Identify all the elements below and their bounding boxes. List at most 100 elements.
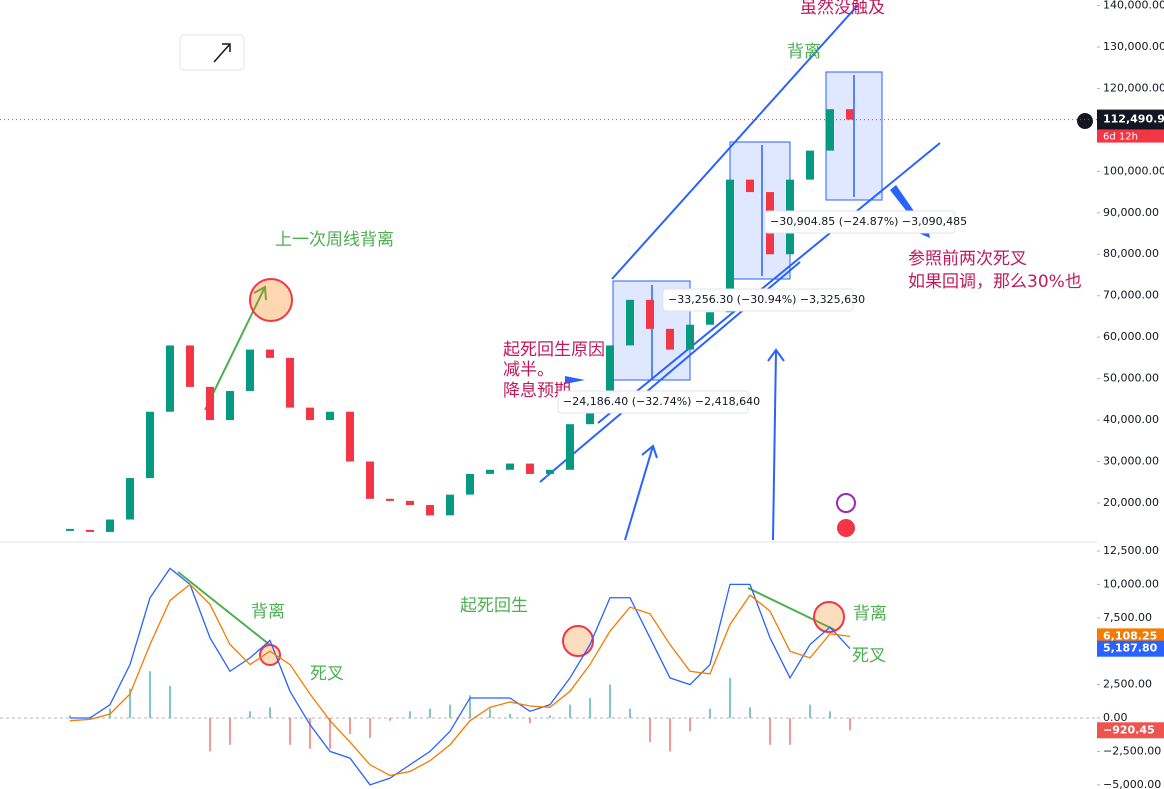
- histogram-bar: [409, 711, 411, 719]
- arrow: [624, 445, 654, 541]
- histogram-bar: [689, 718, 691, 732]
- countdown-label: 6d 12h: [1103, 132, 1138, 143]
- annotation: 死叉: [852, 646, 886, 666]
- candle: [66, 528, 74, 531]
- candle: [106, 519, 114, 532]
- annotation: 减半。: [503, 360, 554, 380]
- macd-line: [69, 583, 851, 777]
- candle: [366, 461, 374, 499]
- candle: [406, 500, 414, 506]
- histogram-bar: [649, 718, 651, 743]
- measure-label: −24,186.40 (−32.74%) −2,418,640: [563, 395, 760, 408]
- measure-label: −30,904.85 (−24.87%) −3,090,485: [770, 215, 967, 228]
- candle: [706, 312, 714, 325]
- measure-box: [557, 390, 749, 414]
- histogram-bar: [589, 697, 591, 719]
- candle: [526, 463, 534, 474]
- candle: [546, 469, 554, 474]
- arrow: [204, 286, 266, 411]
- y-tick-label: 130,000.00: [1103, 40, 1164, 53]
- histogram-bar: [229, 718, 231, 745]
- histogram-bar: [289, 718, 291, 745]
- candle: [486, 469, 494, 474]
- channel-line: [597, 142, 941, 424]
- candle: [126, 478, 134, 520]
- annotation: 上一次周线背离: [275, 230, 394, 250]
- candle: [746, 179, 754, 193]
- histogram-bar: [349, 718, 351, 735]
- annotation: 虽然没触及: [800, 0, 885, 18]
- drawings: [0, 4, 1097, 666]
- histogram-bar: [849, 718, 851, 731]
- candle: [726, 179, 734, 313]
- annotation: 降息预期: [503, 381, 571, 401]
- annotation: 死叉: [310, 664, 344, 684]
- last-value-label: −920.45: [1103, 723, 1155, 736]
- add-button[interactable]: [1077, 113, 1093, 129]
- candle: [346, 411, 354, 462]
- last-price-label: 112,490.91: [1103, 113, 1164, 126]
- y-tick-label: 12,500.00: [1103, 544, 1159, 557]
- histogram-bar: [769, 718, 771, 745]
- y-tick-label: 0.00: [1103, 711, 1128, 724]
- candle: [466, 473, 474, 495]
- event-icon[interactable]: [837, 519, 855, 537]
- y-tick-label: 10,000.00: [1103, 577, 1159, 590]
- histogram-bar: [249, 711, 251, 719]
- candle: [446, 494, 454, 516]
- candle: [86, 529, 94, 532]
- candle: [266, 349, 274, 358]
- candle: [166, 345, 174, 412]
- histogram-bar: [729, 677, 731, 719]
- arrow: [565, 376, 585, 384]
- event-icon[interactable]: [836, 493, 856, 513]
- y-tick-label: 30,000.00: [1103, 454, 1159, 467]
- arrow: [177, 571, 271, 646]
- annotation: 参照前两次死叉: [908, 249, 1027, 269]
- histogram-bar: [809, 704, 811, 719]
- measure-box: [662, 288, 854, 312]
- candle: [646, 299, 654, 329]
- histogram-bar: [829, 711, 831, 719]
- histogram-bar: [669, 718, 671, 752]
- y-tick-label: 40,000.00: [1103, 413, 1159, 426]
- candle: [686, 324, 694, 350]
- histogram-bar: [749, 707, 751, 719]
- histogram-bar: [449, 704, 451, 719]
- histogram-bar: [489, 708, 491, 719]
- histogram-bar: [629, 708, 631, 719]
- candle: [426, 505, 434, 516]
- candle: [566, 424, 574, 470]
- y-tick-label: 7,500.00: [1103, 611, 1152, 624]
- last-value-label: 6,108.25: [1103, 629, 1157, 642]
- candle: [606, 345, 614, 404]
- histogram-bar: [329, 718, 331, 749]
- last-value-box: [1097, 722, 1164, 739]
- y-tick-label: 60,000.00: [1103, 330, 1159, 343]
- measure-label: −33,256.30 (−30.94%) −3,325,630: [668, 293, 865, 306]
- histogram-bar: [269, 707, 271, 719]
- candle: [826, 109, 834, 151]
- drawing-toolbar[interactable]: [179, 34, 245, 71]
- histogram-bar: [309, 718, 311, 749]
- y-tick-label: 2,500.00: [1103, 678, 1152, 691]
- highlight-circle: [562, 625, 594, 657]
- last-value-label: 5,187.80: [1103, 642, 1158, 655]
- histogram-bar: [389, 718, 391, 721]
- candle: [226, 391, 234, 421]
- toolbar-icon[interactable]: [213, 43, 231, 63]
- candle: [186, 345, 194, 387]
- y-tick-label: −2,500.00: [1103, 744, 1161, 757]
- arrow: [747, 587, 836, 631]
- highlight-circle: [259, 644, 281, 666]
- candle: [806, 150, 814, 180]
- histogram-bar: [69, 715, 71, 719]
- histogram-bar: [529, 718, 531, 724]
- highlight-circle: [813, 601, 845, 633]
- y-tick-label: 20,000.00: [1103, 496, 1159, 509]
- annotation: 背离: [251, 602, 285, 622]
- histogram-bar: [149, 671, 151, 719]
- annotation: 背离: [787, 42, 821, 62]
- candle: [306, 407, 314, 421]
